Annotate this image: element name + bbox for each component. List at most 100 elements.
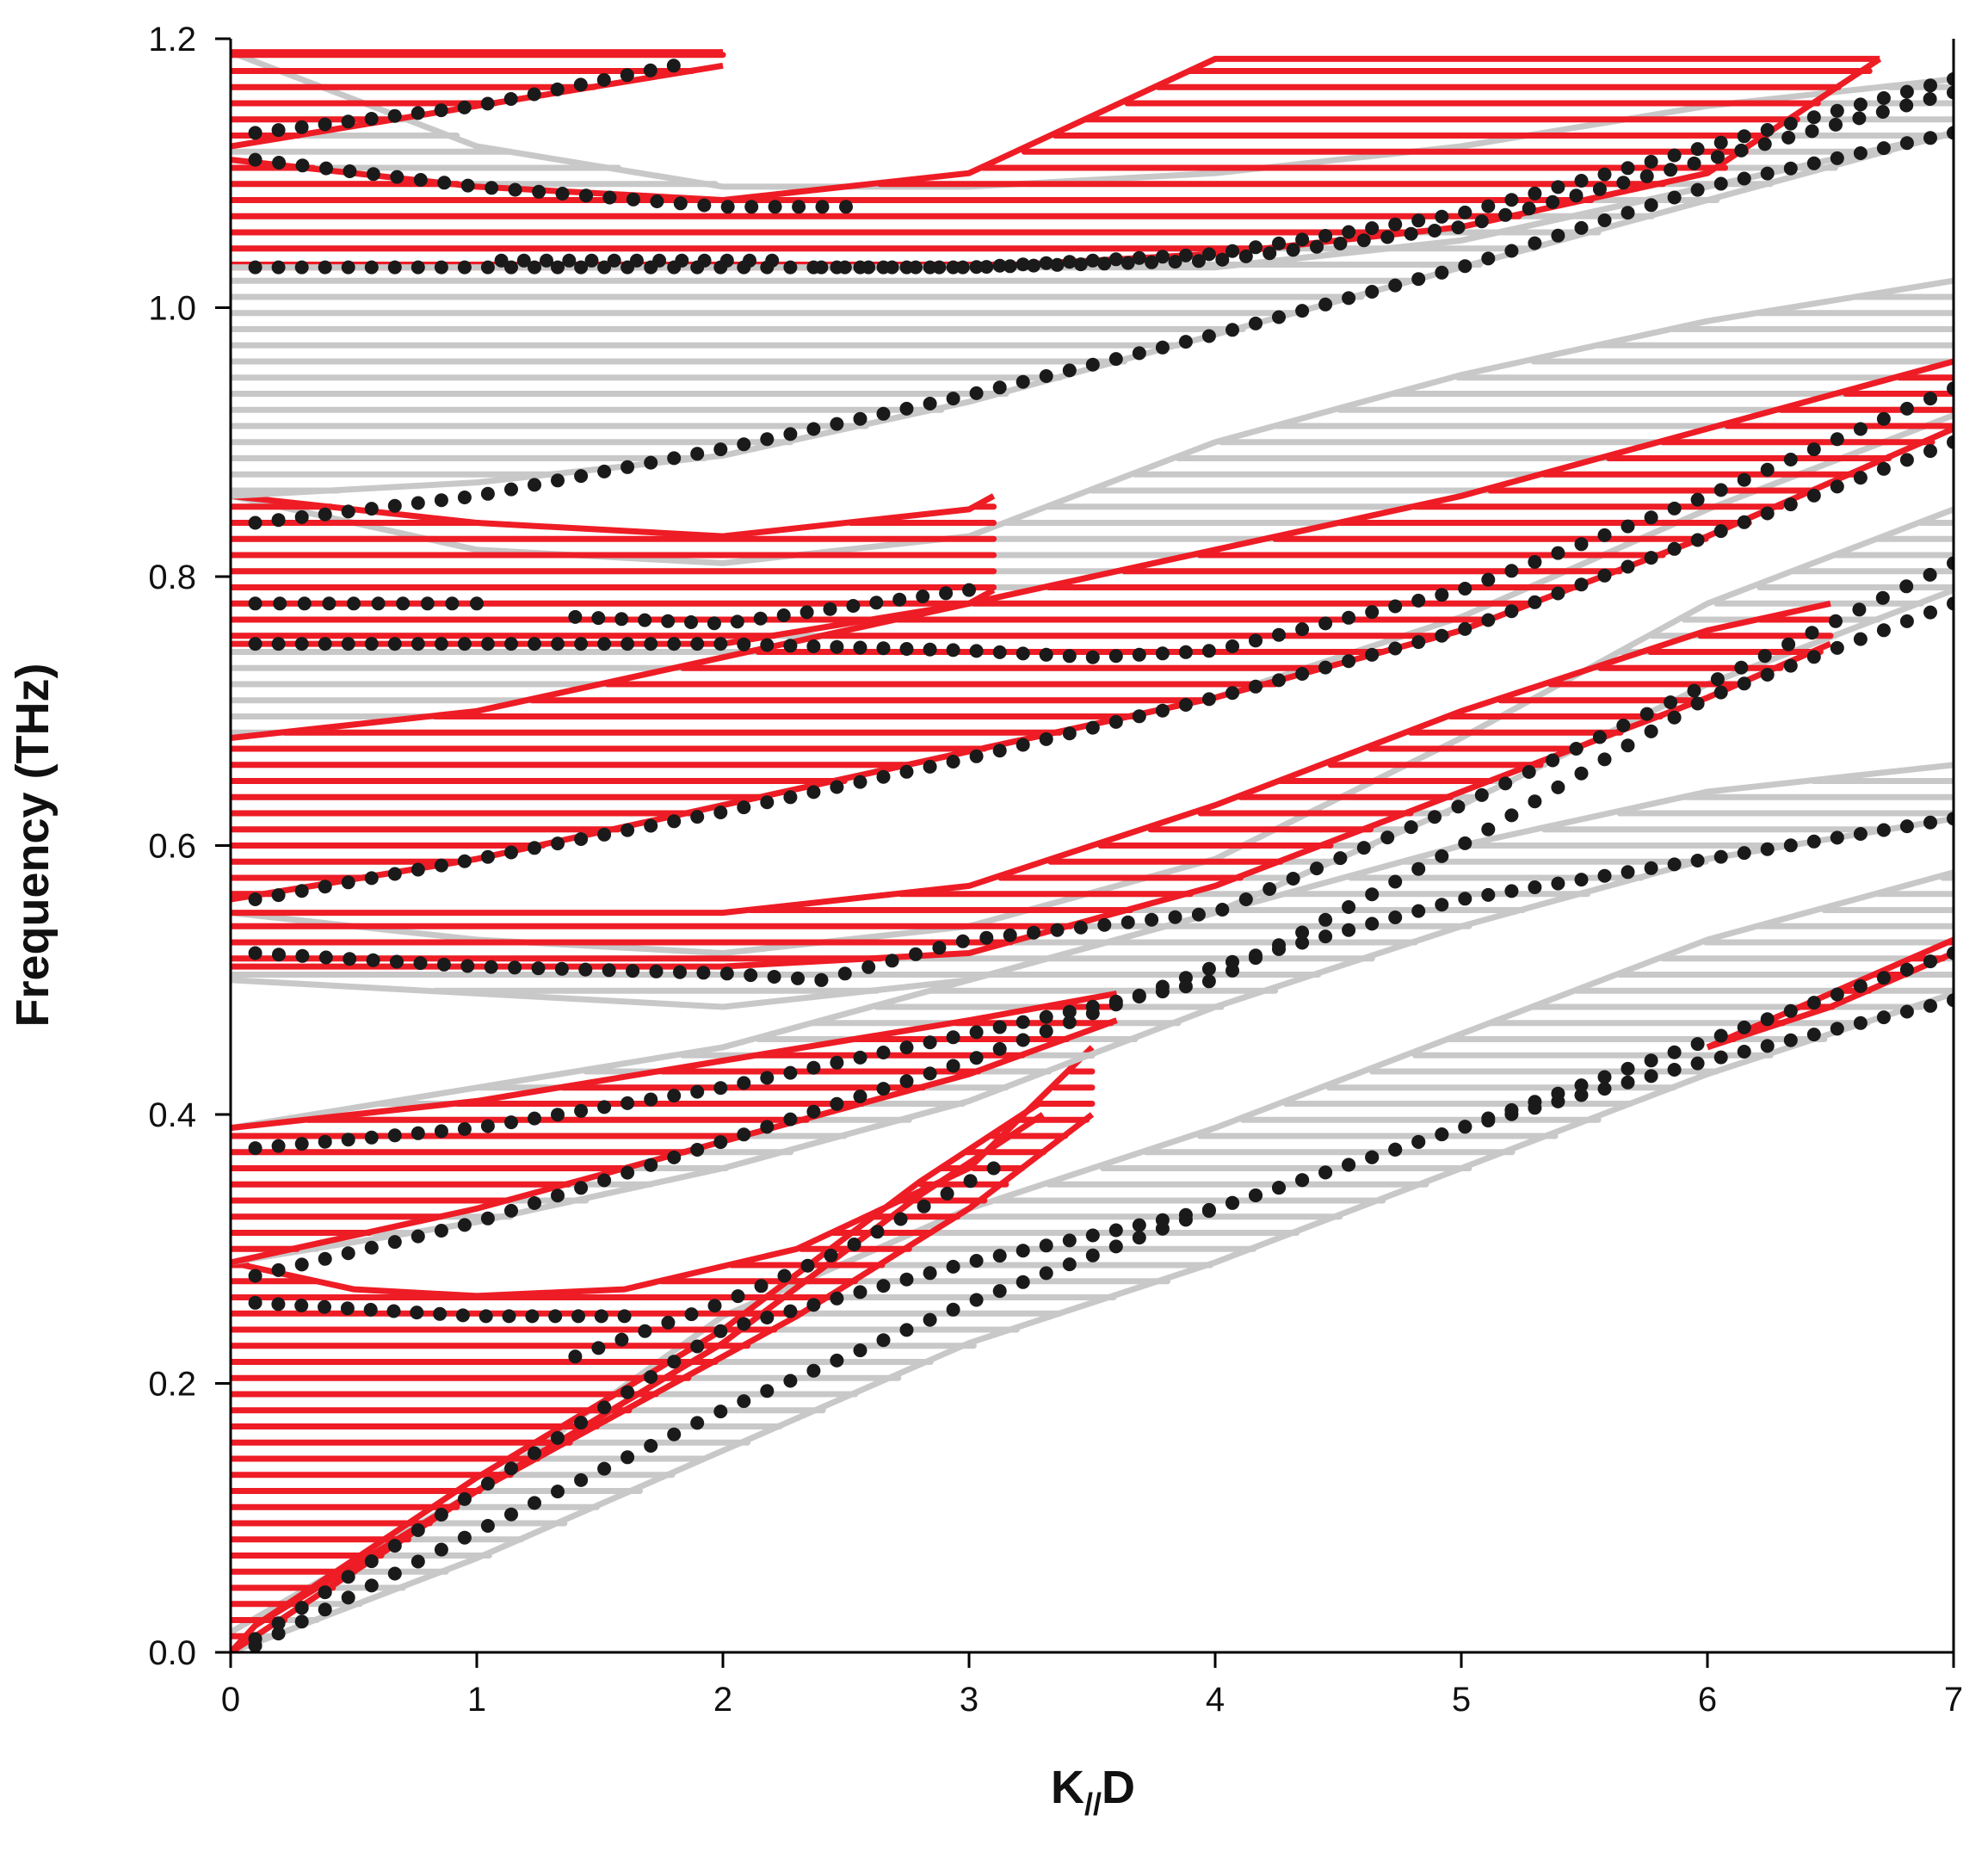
data-point xyxy=(1498,207,1513,222)
data-point xyxy=(644,1439,658,1453)
data-point xyxy=(445,596,460,611)
data-point xyxy=(1528,236,1542,250)
data-point xyxy=(387,1539,402,1553)
band-edge-lower xyxy=(231,991,1954,1652)
data-point xyxy=(1356,841,1371,855)
data-point xyxy=(846,599,861,613)
data-point xyxy=(923,1035,937,1050)
data-point xyxy=(1947,556,1954,571)
data-point xyxy=(248,1295,262,1310)
data-point xyxy=(396,596,411,611)
data-point xyxy=(923,1312,937,1327)
data-point xyxy=(504,482,518,497)
data-point xyxy=(853,411,867,426)
data-point xyxy=(433,1306,448,1321)
data-point xyxy=(847,1238,861,1251)
band-edge-lower xyxy=(231,62,724,150)
data-point xyxy=(1380,830,1395,845)
data-point xyxy=(371,596,386,611)
y-tick-label: 0.0 xyxy=(148,1634,196,1672)
data-point xyxy=(1947,435,1954,449)
data-point xyxy=(1215,903,1230,917)
data-point xyxy=(597,1100,612,1114)
data-point xyxy=(1853,827,1868,841)
data-point xyxy=(341,1590,355,1605)
data-point xyxy=(1621,559,1635,574)
data-point xyxy=(1830,432,1844,447)
data-point xyxy=(1272,310,1286,324)
band-region-9 xyxy=(231,358,1954,903)
data-point xyxy=(1899,453,1914,467)
data-point xyxy=(643,63,658,77)
data-point xyxy=(620,260,635,275)
data-point xyxy=(1569,188,1584,203)
data-point xyxy=(1388,874,1403,889)
data-point xyxy=(1737,846,1751,861)
data-point xyxy=(644,818,658,833)
data-point xyxy=(1145,912,1159,927)
data-point xyxy=(1597,167,1612,182)
data-point xyxy=(1286,243,1300,257)
data-point xyxy=(1016,374,1030,389)
data-point xyxy=(690,810,705,824)
data-point xyxy=(1621,206,1635,220)
data-point xyxy=(1108,352,1123,367)
data-point xyxy=(420,596,435,611)
data-point xyxy=(364,260,379,275)
data-point xyxy=(1876,411,1891,426)
data-point xyxy=(271,1616,286,1631)
data-point xyxy=(1947,946,1954,960)
data-point xyxy=(434,637,448,651)
data-point xyxy=(667,260,682,275)
data-point xyxy=(363,1302,378,1317)
data-point xyxy=(899,1074,914,1089)
data-point xyxy=(525,1309,540,1324)
data-point xyxy=(1923,605,1937,620)
data-point xyxy=(1690,492,1705,507)
data-point xyxy=(1899,1004,1914,1019)
data-point xyxy=(830,780,844,794)
data-point xyxy=(1664,163,1678,177)
data-point xyxy=(1201,644,1216,658)
data-point xyxy=(815,200,830,214)
data-point xyxy=(1667,1063,1682,1077)
data-point xyxy=(1734,143,1749,157)
data-point xyxy=(899,1040,914,1055)
data-point xyxy=(1342,1158,1356,1172)
data-point xyxy=(992,1249,1007,1263)
data-point xyxy=(1318,660,1333,675)
data-point xyxy=(969,644,984,658)
data-point xyxy=(667,451,682,466)
data-point xyxy=(783,1112,798,1127)
data-point xyxy=(1621,865,1635,880)
data-point xyxy=(1876,623,1891,638)
data-point xyxy=(532,184,546,199)
data-point xyxy=(969,386,984,400)
series-dots-2 xyxy=(248,946,1954,1646)
data-point xyxy=(457,1218,472,1232)
data-point xyxy=(1621,1075,1635,1090)
band-edge-upper xyxy=(231,358,1954,741)
data-point xyxy=(1852,111,1867,126)
data-point xyxy=(597,1173,612,1188)
data-point xyxy=(504,260,518,275)
data-point xyxy=(1876,823,1891,837)
data-point xyxy=(707,1299,722,1313)
data-point xyxy=(932,941,947,955)
data-point xyxy=(916,590,930,603)
data-point xyxy=(602,963,616,978)
data-point xyxy=(853,1343,867,1358)
data-point xyxy=(690,1339,705,1354)
data-point xyxy=(1016,738,1030,752)
band-region-3 xyxy=(231,1045,1096,1652)
data-point xyxy=(800,1258,815,1273)
data-point xyxy=(1050,923,1065,937)
data-point xyxy=(830,417,844,431)
data-point xyxy=(626,964,640,978)
data-point xyxy=(434,1124,448,1139)
data-point xyxy=(364,1130,379,1145)
data-point xyxy=(939,586,954,601)
data-point xyxy=(434,1508,448,1522)
data-point xyxy=(1853,1016,1868,1030)
data-point xyxy=(737,437,751,452)
